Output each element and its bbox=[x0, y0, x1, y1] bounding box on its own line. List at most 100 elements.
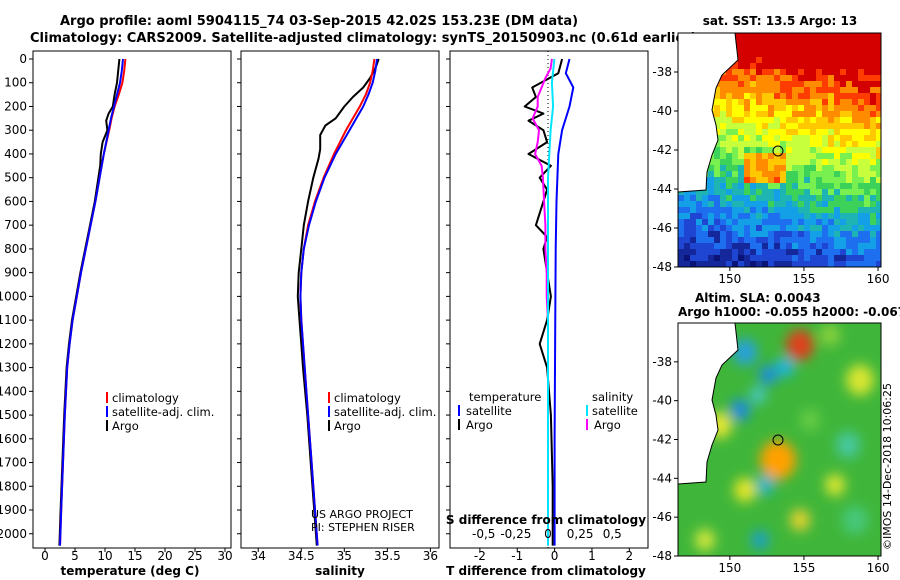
temperature-difference-tick-label: -1 bbox=[511, 549, 523, 563]
sst-cell bbox=[762, 243, 769, 250]
sst-cell bbox=[732, 255, 739, 262]
sst-cell bbox=[750, 219, 757, 226]
sst-cell bbox=[804, 249, 811, 256]
sst-cell bbox=[714, 105, 721, 112]
sst-map-title: sat. SST: 13.5 Argo: 13 bbox=[703, 14, 857, 28]
sst-cell bbox=[786, 87, 793, 94]
sst-cell bbox=[876, 195, 881, 202]
sst-cell bbox=[834, 81, 841, 88]
sst-map-x-ticks: 150 155 160 bbox=[718, 267, 889, 286]
sst-cell bbox=[750, 177, 757, 184]
sst-cell bbox=[858, 201, 865, 208]
sst-cell bbox=[774, 189, 781, 196]
legend-climatology-label: climatology bbox=[112, 391, 179, 405]
sst-cell bbox=[756, 75, 763, 82]
sst-cell bbox=[744, 249, 751, 256]
sst-cell bbox=[720, 213, 727, 220]
sst-cell bbox=[720, 177, 727, 184]
sst-cell bbox=[792, 183, 799, 190]
sst-cell bbox=[714, 165, 721, 172]
sst-cell bbox=[726, 171, 733, 178]
sst-cell bbox=[792, 117, 799, 124]
sst-cell bbox=[744, 39, 751, 46]
sst-cell bbox=[834, 87, 841, 94]
sst-cell bbox=[822, 219, 829, 226]
sst-cell bbox=[798, 57, 805, 64]
sst-cell bbox=[852, 213, 859, 220]
sst-cell bbox=[786, 129, 793, 136]
sst-cell bbox=[846, 69, 853, 76]
sst-cell bbox=[762, 63, 769, 70]
sst-cell bbox=[792, 237, 799, 244]
sst-cell bbox=[780, 99, 787, 106]
sst-cell bbox=[798, 213, 805, 220]
sst-cell bbox=[864, 117, 871, 124]
sst-cell bbox=[726, 189, 733, 196]
sst-cell bbox=[792, 63, 799, 70]
sst-cell bbox=[720, 93, 727, 100]
sst-cell bbox=[696, 249, 703, 256]
sst-cell bbox=[762, 237, 769, 244]
sst-cell bbox=[798, 231, 805, 238]
latitude-tick-label: -38 bbox=[652, 65, 672, 79]
sst-cell bbox=[840, 51, 847, 58]
t-difference-x-label: T difference from climatology bbox=[446, 564, 646, 578]
sst-cell bbox=[822, 87, 829, 94]
sst-cell bbox=[738, 165, 745, 172]
longitude-tick-label: 150 bbox=[718, 561, 741, 575]
sst-cell bbox=[804, 45, 811, 52]
sst-cell bbox=[756, 117, 763, 124]
sst-cell bbox=[840, 183, 847, 190]
sst-cell bbox=[756, 93, 763, 100]
temperature-tick-label: 20 bbox=[157, 549, 172, 563]
sst-cell bbox=[714, 177, 721, 184]
sst-cell bbox=[852, 105, 859, 112]
sst-cell bbox=[852, 177, 859, 184]
sst-cell bbox=[786, 219, 793, 226]
sst-cell bbox=[762, 213, 769, 220]
sst-cell bbox=[876, 117, 881, 124]
sst-cell bbox=[792, 261, 799, 267]
sst-cell bbox=[828, 33, 835, 40]
sst-cell bbox=[852, 93, 859, 100]
sst-cell bbox=[762, 51, 769, 58]
sst-cell bbox=[864, 99, 871, 106]
sst-cell bbox=[738, 177, 745, 184]
sst-cell bbox=[792, 231, 799, 238]
sst-cell bbox=[798, 39, 805, 46]
sst-cell bbox=[780, 231, 787, 238]
sst-cell bbox=[870, 153, 877, 160]
sst-cell bbox=[744, 225, 751, 232]
sst-cell bbox=[768, 57, 775, 64]
depth-tick-label: 1700 bbox=[0, 456, 27, 470]
sst-cell bbox=[780, 141, 787, 148]
sst-cell bbox=[732, 93, 739, 100]
sst-cell bbox=[858, 225, 865, 232]
sst-cell bbox=[792, 57, 799, 64]
sla-anomaly bbox=[790, 509, 810, 531]
sst-cell bbox=[840, 81, 847, 88]
sst-cell bbox=[774, 261, 781, 267]
sst-cell bbox=[720, 207, 727, 214]
sst-cell bbox=[828, 81, 835, 88]
sst-cell bbox=[798, 159, 805, 166]
temperature-tick-label: 10 bbox=[97, 549, 112, 563]
sst-cell bbox=[732, 237, 739, 244]
sst-cell bbox=[822, 75, 829, 82]
sst-cell bbox=[834, 219, 841, 226]
sst-cell bbox=[846, 123, 853, 130]
sla-map-title: Altim. SLA: 0.0043 bbox=[695, 291, 821, 305]
sst-cell bbox=[840, 135, 847, 142]
depth-tick-label: 2000 bbox=[0, 527, 27, 541]
sst-cell bbox=[810, 183, 817, 190]
sst-cell bbox=[858, 129, 865, 136]
sst-cell bbox=[834, 183, 841, 190]
sst-cell bbox=[846, 93, 853, 100]
sst-cell bbox=[864, 261, 871, 267]
sst-cell bbox=[756, 159, 763, 166]
t-difference-satellite-line bbox=[553, 58, 575, 546]
s-difference-tick-label: 0 bbox=[544, 527, 552, 541]
sst-cell bbox=[798, 105, 805, 112]
sst-cell bbox=[828, 225, 835, 232]
sst-cell bbox=[876, 237, 881, 244]
